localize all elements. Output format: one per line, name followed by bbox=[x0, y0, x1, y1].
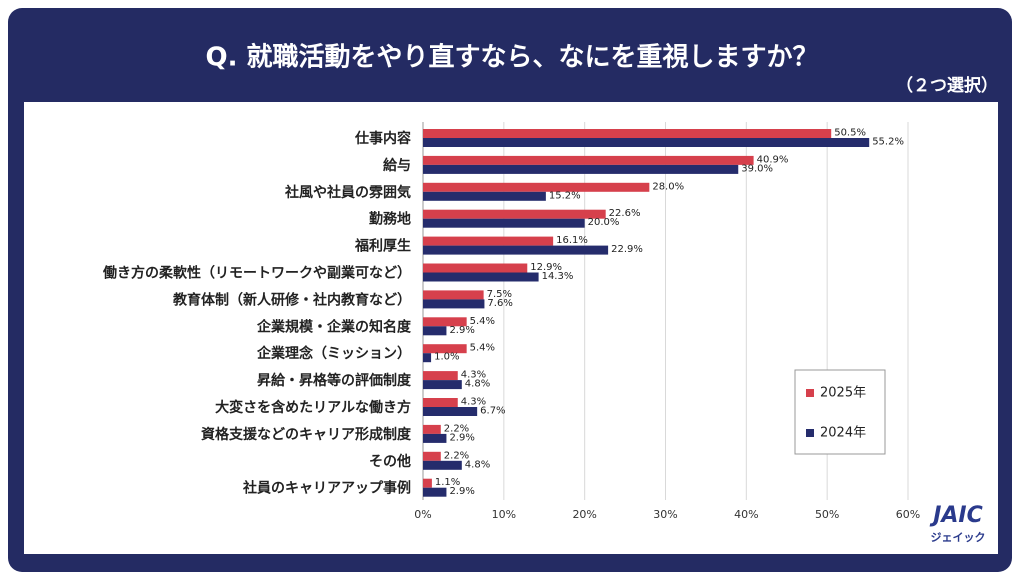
data-label: 14.3% bbox=[542, 271, 574, 282]
bar bbox=[423, 138, 870, 147]
y-tick-label: 福利厚生 bbox=[354, 238, 411, 255]
bar bbox=[423, 129, 832, 138]
data-label: 4.3% bbox=[461, 370, 486, 381]
bar bbox=[423, 487, 447, 497]
data-label: 15.2% bbox=[549, 190, 581, 201]
data-label: 5.4% bbox=[470, 343, 495, 354]
x-tick-label: 40% bbox=[734, 508, 758, 521]
chart-title: Q. 就職活動をやり直すなら、なにを重視しますか？ bbox=[205, 43, 818, 73]
x-tick-label: 20% bbox=[572, 508, 596, 521]
bar bbox=[423, 182, 650, 192]
bar bbox=[423, 155, 754, 165]
data-label: 55.2% bbox=[872, 137, 904, 148]
data-label: 7.5% bbox=[487, 289, 512, 300]
data-label: 2.9% bbox=[449, 432, 474, 443]
data-label: 22.9% bbox=[611, 244, 643, 255]
bar bbox=[423, 407, 478, 416]
data-label: 20.0% bbox=[588, 217, 620, 228]
data-label: 2.9% bbox=[449, 486, 474, 497]
bar bbox=[423, 344, 467, 354]
data-label: 16.1% bbox=[556, 235, 588, 246]
panel bbox=[24, 102, 998, 554]
data-label: 22.6% bbox=[609, 208, 641, 219]
bar bbox=[423, 290, 484, 300]
y-tick-label: 資格支援などのキャリア形成制度 bbox=[201, 426, 412, 443]
data-label: 2.9% bbox=[449, 325, 474, 336]
x-tick-label: 50% bbox=[815, 508, 839, 521]
bar bbox=[423, 424, 441, 434]
x-tick-label: 30% bbox=[653, 508, 677, 521]
data-label: 2.2% bbox=[444, 450, 469, 461]
data-label: 2.2% bbox=[444, 423, 469, 434]
data-label: 50.5% bbox=[834, 128, 866, 139]
data-label: 5.4% bbox=[470, 316, 495, 327]
y-tick-label: 大変さを含めたリアルな働き方 bbox=[215, 399, 411, 416]
bar bbox=[423, 272, 539, 282]
bar bbox=[423, 326, 447, 336]
logo-name: JAIC bbox=[929, 503, 983, 528]
y-tick-label: 給与 bbox=[383, 157, 411, 174]
y-tick-label: 企業規模・企業の知名度 bbox=[256, 318, 412, 335]
y-tick-label: 仕事内容 bbox=[354, 130, 411, 147]
data-label: 6.7% bbox=[480, 406, 505, 417]
bar bbox=[423, 236, 554, 246]
data-label: 4.8% bbox=[465, 459, 490, 470]
bar bbox=[423, 433, 447, 443]
data-label: 39.0% bbox=[741, 163, 773, 174]
y-tick-label: 企業理念（ミッション） bbox=[256, 345, 411, 362]
y-tick-label: 働き方の柔軟性（リモートワークや副業可など） bbox=[102, 265, 411, 282]
bar bbox=[423, 218, 585, 228]
logo-sub: ジェイック bbox=[931, 531, 986, 544]
y-tick-label: 教育体制（新人研修・社内教育など） bbox=[173, 291, 411, 308]
legend-label: 2024年 bbox=[820, 426, 866, 441]
legend-box bbox=[794, 369, 886, 455]
data-label: 1.0% bbox=[434, 352, 459, 363]
data-label: 12.9% bbox=[530, 262, 562, 273]
bar bbox=[423, 380, 462, 390]
bar bbox=[423, 191, 546, 201]
data-label: 1.1% bbox=[435, 477, 460, 488]
y-tick-label: 社員のキャリアアップ事例 bbox=[242, 480, 411, 497]
bar bbox=[423, 478, 432, 488]
bar bbox=[423, 245, 609, 255]
data-label: 40.9% bbox=[757, 154, 789, 165]
legend-label: 2025年 bbox=[820, 386, 866, 401]
x-tick-label: 10% bbox=[492, 508, 516, 521]
y-tick-label: 勤務地 bbox=[369, 211, 411, 228]
bar bbox=[423, 371, 458, 381]
data-label: 4.8% bbox=[465, 379, 490, 390]
bar bbox=[423, 460, 462, 470]
bar bbox=[423, 317, 467, 327]
x-tick-label: 0% bbox=[414, 508, 431, 521]
bar bbox=[423, 451, 441, 461]
chart-subtitle: （２つ選択） bbox=[896, 75, 998, 96]
bar bbox=[423, 353, 432, 363]
y-tick-label: その他 bbox=[369, 453, 411, 470]
legend-swatch bbox=[806, 389, 814, 397]
bar bbox=[423, 299, 485, 309]
data-label: 28.0% bbox=[652, 181, 684, 192]
bar bbox=[423, 263, 528, 273]
x-tick-label: 60% bbox=[896, 508, 920, 521]
y-tick-label: 社風や社員の雰囲気 bbox=[284, 184, 411, 201]
data-label: 4.3% bbox=[461, 397, 486, 408]
bar bbox=[423, 164, 739, 174]
bar bbox=[423, 398, 458, 407]
y-tick-label: 昇給・昇格等の評価制度 bbox=[257, 372, 412, 389]
legend-swatch bbox=[806, 429, 814, 437]
bar bbox=[423, 209, 606, 219]
data-label: 7.6% bbox=[487, 298, 512, 309]
